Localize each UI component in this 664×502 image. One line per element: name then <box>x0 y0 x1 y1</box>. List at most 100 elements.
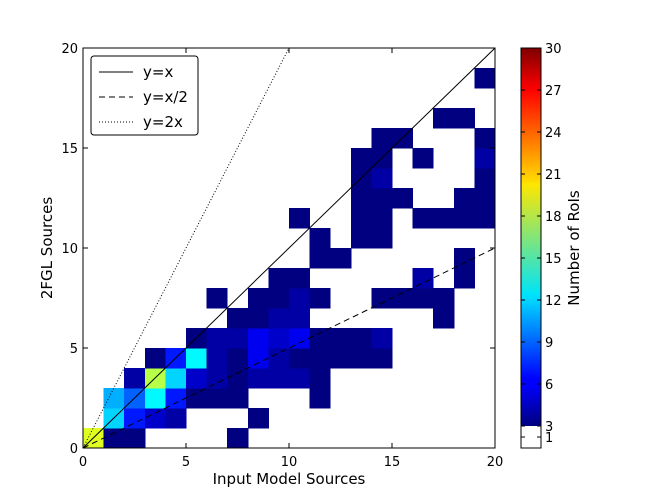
heatmap-cell <box>186 388 208 409</box>
heatmap-cell <box>206 388 228 409</box>
heatmap-cell <box>186 348 208 369</box>
colorbar-white-segment <box>521 426 541 448</box>
reference-lines <box>83 48 495 448</box>
heatmap-cell <box>289 268 311 289</box>
heatmap-cells <box>83 68 496 449</box>
colorbar-tick-label: 1 <box>545 431 553 446</box>
y-tick-label: 0 <box>70 442 78 457</box>
heatmap-cell <box>433 108 455 129</box>
heatmap-cell <box>350 348 372 369</box>
x-tick-label: 0 <box>79 455 87 470</box>
heatmap-cell <box>144 408 166 429</box>
heatmap-cell <box>247 288 269 309</box>
heatmap-cell <box>268 288 290 309</box>
x-tick-label: 10 <box>281 455 298 470</box>
heatmap-cell <box>330 248 352 269</box>
heatmap-cell <box>247 308 269 329</box>
heatmap-cell <box>227 328 249 349</box>
heatmap-cell <box>474 208 496 229</box>
heatmap-cell <box>330 348 352 369</box>
axis-ticks: 0 5 10 15 20 0 5 10 15 20 <box>61 42 503 470</box>
colorbar-label: Number of RoIs <box>565 190 583 306</box>
legend-label-y2x: y=2x <box>143 113 183 131</box>
heatmap-cell <box>350 208 372 229</box>
colorbar-tick-label: 21 <box>545 168 562 183</box>
heatmap-cell <box>309 248 331 269</box>
heatmap-cell <box>124 428 146 449</box>
heatmap-cell <box>309 328 331 349</box>
heatmap-cell <box>186 368 208 389</box>
y-tick-label: 20 <box>61 42 78 57</box>
colorbar-tick-label: 24 <box>545 126 562 141</box>
heatmap-cell <box>309 288 331 309</box>
heatmap-cell <box>289 208 311 229</box>
heatmap-cell <box>309 368 331 389</box>
heatmap-cell <box>474 148 496 169</box>
heatmap-cell <box>247 408 269 429</box>
heatmap-cell <box>206 368 228 389</box>
heatmap-cell <box>350 228 372 249</box>
colorbar-tick-label: 12 <box>545 294 562 309</box>
heatmap-cell <box>433 288 455 309</box>
colorbar-tick-label: 27 <box>545 84 562 99</box>
colorbar-tick-label: 9 <box>545 336 553 351</box>
colorbar-ticks: 13 6 9 12 15 18 21 24 27 30 <box>521 42 562 446</box>
heatmap-cell <box>412 148 434 169</box>
heatmap-cell <box>165 408 187 429</box>
heatmap-cell <box>371 188 393 209</box>
heatmap-cell <box>350 188 372 209</box>
heatmap-cell <box>206 288 228 309</box>
colorbar-frame <box>520 47 542 449</box>
heatmap-cell <box>144 388 166 409</box>
heatmap-cell <box>371 328 393 349</box>
heatmap-cell <box>227 428 249 449</box>
colorbar-tick-label: 30 <box>545 42 562 57</box>
x-tick-label: 5 <box>182 455 190 470</box>
x-tick-label: 20 <box>487 455 504 470</box>
heatmap-cell <box>350 148 372 169</box>
heatmap-cell <box>268 368 290 389</box>
heatmap-cell <box>165 388 187 409</box>
heatmap-cell <box>124 368 146 389</box>
reference-line <box>83 247 495 448</box>
heatmap-cell <box>433 208 455 229</box>
heatmap-cell <box>103 428 125 449</box>
heatmap-cell <box>289 348 311 369</box>
heatmap-cell <box>124 408 146 429</box>
heatmap-cell <box>103 388 125 409</box>
heatmap-cell <box>474 68 496 89</box>
heatmap-cell <box>453 188 475 209</box>
heatmap-cell <box>206 328 228 349</box>
heatmap-cell <box>247 328 269 349</box>
heatmap-cell <box>289 328 311 349</box>
reference-line <box>83 48 495 448</box>
heatmap-cell <box>371 348 393 369</box>
heatmap-cell <box>247 348 269 369</box>
heatmap-cell <box>453 208 475 229</box>
legend-label-yx: y=x <box>143 63 173 81</box>
colorbar: 13 6 9 12 15 18 21 24 27 30 Number of RoIs <box>520 42 583 449</box>
heatmap-cell <box>268 308 290 329</box>
heatmap-cell <box>206 348 228 369</box>
heatmap-cell <box>371 128 393 149</box>
heatmap-cell <box>412 288 434 309</box>
heatmap-cell <box>289 308 311 329</box>
legend-label-yx2: y=x/2 <box>143 88 188 106</box>
heatmap-cell <box>144 348 166 369</box>
heatmap-cell <box>474 188 496 209</box>
y-tick-label: 5 <box>70 342 78 357</box>
x-tick-label: 15 <box>384 455 401 470</box>
heatmap-cell <box>371 208 393 229</box>
x-axis-label: Input Model Sources <box>213 470 366 488</box>
colorbar-gradient <box>521 48 541 426</box>
heatmap-cell <box>268 328 290 349</box>
heatmap-cell <box>412 268 434 289</box>
heatmap-cell <box>227 348 249 369</box>
colorbar-tick-label: 18 <box>545 210 562 225</box>
y-tick-label: 10 <box>61 242 78 257</box>
heatmap-cell <box>453 108 475 129</box>
heatmap-cell <box>371 228 393 249</box>
heatmap-cell <box>268 268 290 289</box>
y-axis-label: 2FGL Sources <box>38 197 56 299</box>
